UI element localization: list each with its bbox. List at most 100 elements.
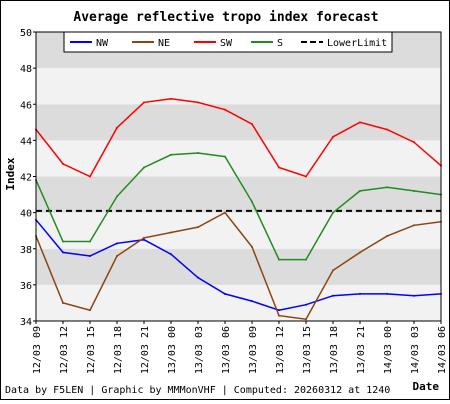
data-point-s — [359, 189, 361, 192]
x-tick-label: 13/03 09 — [248, 326, 259, 374]
data-point-nw — [278, 309, 280, 312]
x-tick-label: 14/03 00 — [383, 326, 394, 374]
data-point-sw — [305, 175, 307, 178]
series-line-ne — [35, 211, 442, 321]
data-point-nw — [251, 300, 253, 303]
data-point-s — [143, 166, 145, 169]
data-point-nw — [89, 254, 91, 257]
x-tick-label: 14/03 06 — [437, 326, 448, 374]
y-tick-label: 40 — [20, 209, 32, 220]
series-line-sw — [35, 98, 442, 178]
legend-label-sw: SW — [220, 38, 233, 49]
y-tick-label: 48 — [20, 64, 32, 75]
data-point-sw — [413, 141, 415, 144]
chart-title: Average reflective tropo index forecast — [73, 10, 378, 25]
data-point-s — [170, 153, 172, 156]
data-point-ne — [89, 309, 91, 312]
x-tick-label: 13/03 18 — [329, 326, 340, 374]
y-tick-label: 50 — [20, 28, 32, 39]
y-tick-label: 42 — [20, 173, 32, 184]
grid-band — [36, 140, 441, 177]
data-point-ne — [116, 254, 118, 257]
data-point-ne — [251, 245, 253, 248]
data-point-s — [116, 195, 118, 198]
data-point-ne — [305, 318, 307, 321]
legend-label-ne: NE — [158, 38, 170, 49]
data-point-sw — [62, 162, 64, 165]
data-point-sw — [89, 175, 91, 178]
grid-bands — [36, 32, 441, 321]
data-point-nw — [359, 292, 361, 295]
data-point-sw — [197, 101, 199, 104]
data-point-s — [332, 211, 334, 214]
legend-label-lowerlimit: LowerLimit — [327, 38, 387, 49]
x-axis-label: Date — [413, 380, 440, 393]
data-point-sw — [116, 126, 118, 129]
data-point-ne — [224, 211, 226, 214]
data-point-s — [224, 155, 226, 158]
data-point-nw — [224, 292, 226, 295]
y-axis-ticks: 34 36 38 40 42 44 46 48 50 — [20, 28, 36, 328]
grid-band — [36, 176, 441, 213]
data-point-ne — [143, 236, 145, 239]
data-point-s — [386, 186, 388, 189]
series-line-s — [35, 152, 442, 261]
data-point-nw — [197, 276, 199, 279]
data-point-sw — [143, 101, 145, 104]
data-point-sw — [278, 166, 280, 169]
x-tick-label: 13/03 15 — [302, 326, 313, 374]
x-tick-label: 12/03 21 — [140, 326, 151, 374]
footer-credits: Data by F5LEN | Graphic by MMMonVHF | Co… — [5, 385, 390, 396]
data-point-sw — [386, 128, 388, 131]
data-point-s — [62, 240, 64, 243]
data-point-s — [305, 258, 307, 261]
data-point-ne — [62, 301, 64, 304]
data-point-nw — [143, 238, 145, 241]
x-axis-ticks: 12/03 09 12/03 12 12/03 15 12/03 18 12/03 21… — [32, 321, 448, 374]
data-point-s — [413, 189, 415, 192]
x-tick-label: 12/03 15 — [86, 326, 97, 374]
data-point-sw — [251, 123, 253, 126]
data-point-sw — [170, 97, 172, 100]
x-tick-label: 12/03 12 — [59, 326, 70, 374]
y-tick-label: 46 — [20, 100, 32, 111]
y-axis-label: Index — [4, 157, 17, 190]
data-point-ne — [278, 314, 280, 317]
grid-band — [36, 104, 441, 141]
data-point-ne — [170, 231, 172, 234]
data-point-ne — [359, 251, 361, 254]
data-point-ne — [197, 226, 199, 229]
data-point-s — [251, 200, 253, 203]
data-point-sw — [224, 108, 226, 111]
x-tick-label: 12/03 18 — [113, 326, 124, 374]
legend-label-s: S — [277, 38, 283, 49]
data-point-ne — [332, 269, 334, 272]
y-tick-label: 36 — [20, 281, 32, 292]
x-tick-label: 13/03 00 — [167, 326, 178, 374]
data-point-sw — [359, 121, 361, 124]
y-tick-label: 34 — [20, 317, 32, 328]
data-point-ne — [386, 235, 388, 238]
data-point-s — [197, 152, 199, 155]
data-point-nw — [305, 303, 307, 306]
data-point-s — [89, 240, 91, 243]
data-point-nw — [413, 294, 415, 297]
grid-band — [36, 248, 441, 285]
data-point-nw — [116, 242, 118, 245]
y-tick-label: 38 — [20, 245, 32, 256]
x-tick-label: 14/03 03 — [410, 326, 421, 374]
plot-lines — [35, 97, 442, 321]
grid-band — [36, 68, 441, 105]
x-tick-label: 13/03 12 — [275, 326, 286, 374]
data-point-s — [278, 258, 280, 261]
x-tick-label: 13/03 21 — [356, 326, 367, 374]
x-tick-label: 13/03 06 — [221, 326, 232, 374]
y-tick-label: 44 — [20, 136, 32, 147]
data-point-ne — [413, 224, 415, 227]
data-point-nw — [386, 292, 388, 295]
data-point-sw — [332, 135, 334, 138]
legend-label-nw: NW — [96, 38, 109, 49]
data-point-nw — [62, 251, 64, 254]
